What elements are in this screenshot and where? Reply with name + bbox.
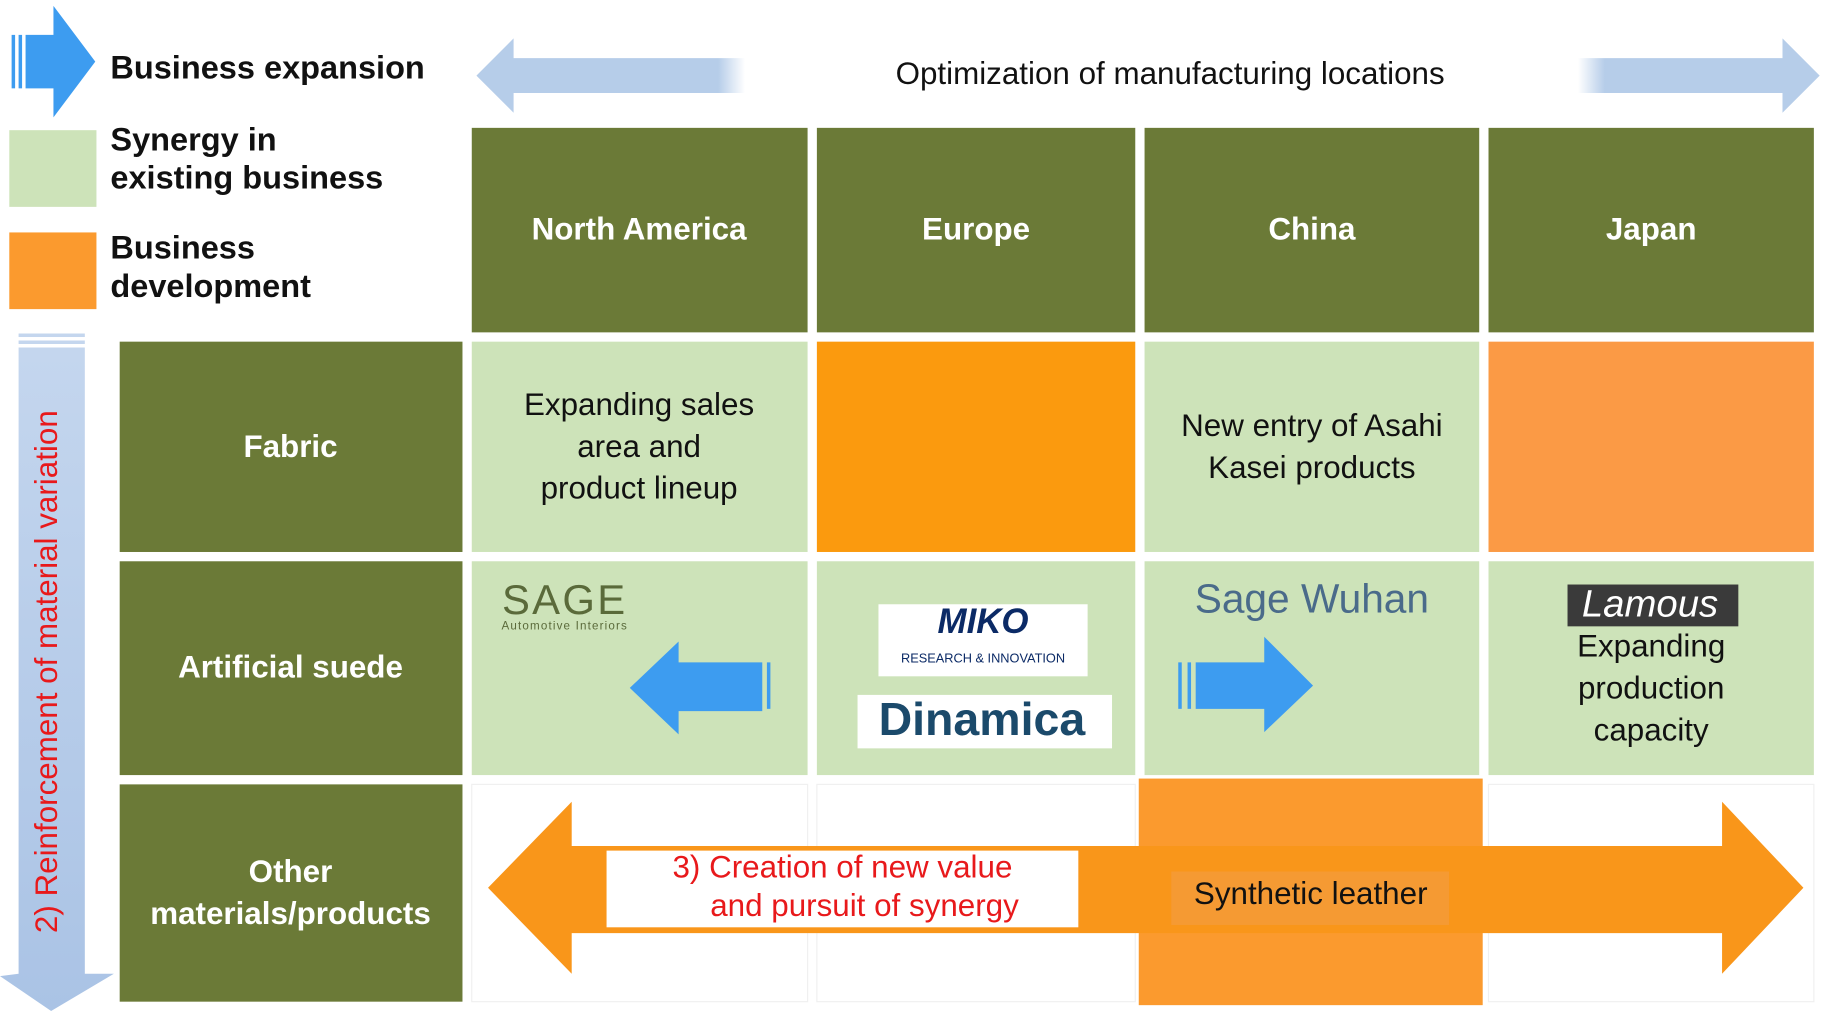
side-arrow — [0, 347, 114, 1011]
logo-box — [857, 694, 1113, 749]
legend-swatch — [9, 232, 97, 310]
legend-label: existing business — [110, 160, 383, 196]
cell-text: New entry of Asahi — [1181, 408, 1442, 443]
legend: Business expansion Synergy in existing b… — [9, 5, 425, 310]
arrow-stripe — [18, 333, 85, 338]
cell-text: Kasei products — [1208, 450, 1415, 485]
logo: Lamous — [1582, 583, 1718, 626]
legend-arrow — [25, 5, 96, 118]
column-label: China — [1268, 212, 1356, 247]
top-arrow — [476, 38, 1820, 113]
row-label: Other — [249, 854, 333, 889]
cell-text: Expanding — [1577, 629, 1725, 664]
synthetic-leather-label: Synthetic leather — [1194, 876, 1428, 911]
cell-text: Expanding sales — [524, 387, 754, 422]
arrow-stripe — [18, 34, 23, 89]
logo-tagline: Automotive Interiors — [501, 619, 627, 632]
logo: Dinamica — [879, 693, 1087, 745]
legend-label: development — [110, 268, 311, 304]
row-label: Artificial suede — [178, 650, 403, 685]
bottom-arrow — [488, 801, 1804, 974]
arrow-stripe — [1178, 662, 1182, 709]
cell — [471, 341, 808, 552]
column-label: Japan — [1606, 212, 1697, 247]
legend-label: Business expansion — [110, 49, 424, 85]
cell-text: production — [1578, 671, 1724, 706]
cell-text: product lineup — [541, 471, 738, 506]
logo-box — [878, 604, 1088, 677]
row-header — [119, 561, 463, 776]
side-arrow-label: 2) Reinforcement of material variation — [29, 410, 64, 933]
cell — [1144, 341, 1480, 552]
logo: SAGE — [502, 576, 628, 623]
column-header — [816, 127, 1136, 333]
logo-tagline: RESEARCH & INNOVATION — [901, 650, 1065, 665]
cell — [816, 341, 1136, 552]
label-box — [606, 850, 1079, 928]
row-header — [119, 341, 463, 552]
column-header — [1144, 127, 1480, 333]
cell — [1488, 341, 1814, 552]
logo: Sage Wuhan — [1195, 576, 1429, 622]
arrow-stripe — [766, 662, 771, 709]
column-label: North America — [532, 212, 747, 247]
arrow-stripe — [11, 34, 16, 89]
row-label: Fabric — [243, 429, 337, 464]
blue-arrow — [629, 641, 763, 735]
cell-text: area and — [577, 429, 701, 464]
arrow-stripe — [18, 340, 85, 344]
logo-box — [1567, 584, 1739, 627]
cell-text: capacity — [1594, 712, 1709, 747]
legend-label: Synergy in — [110, 121, 276, 157]
arrow-stripe — [1187, 662, 1192, 709]
column-header — [1488, 127, 1814, 333]
bottom-arrow-label: 3) Creation of new value — [672, 849, 1012, 884]
column-header — [471, 127, 808, 333]
row-header — [119, 784, 463, 1002]
legend-label: Business — [110, 229, 255, 265]
bottom-arrow-label: and pursuit of synergy — [710, 888, 1019, 923]
column-label: Europe — [922, 212, 1030, 247]
row-label: materials/products — [150, 896, 431, 931]
logo: MIKO — [938, 602, 1029, 641]
blue-arrow — [1195, 636, 1314, 733]
label-box — [1171, 871, 1450, 925]
top-arrow-label: Optimization of manufacturing locations — [896, 56, 1445, 91]
legend-swatch — [9, 130, 97, 207]
